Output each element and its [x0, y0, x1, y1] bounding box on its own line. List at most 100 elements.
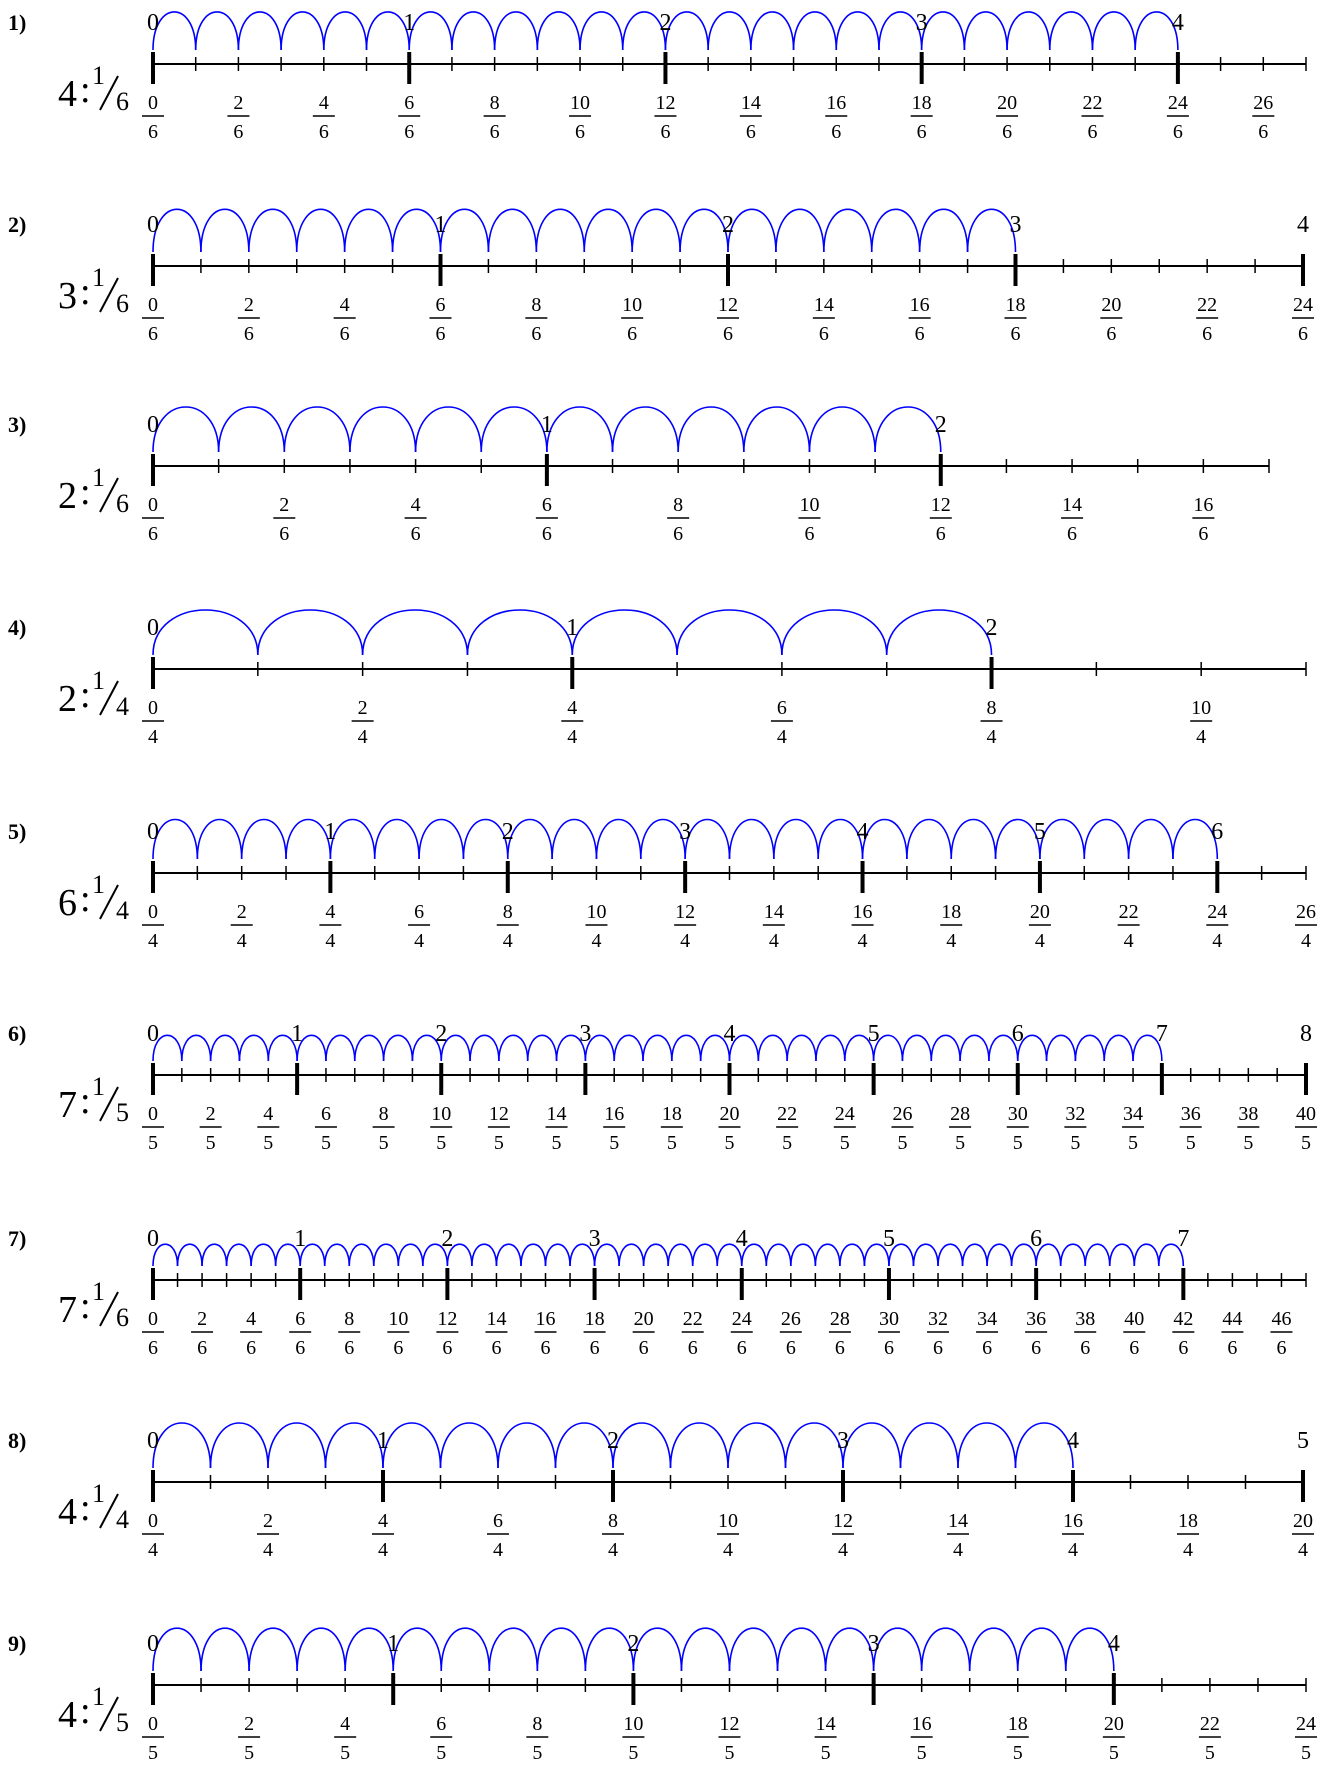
fraction-denominator: 5: [206, 1132, 216, 1154]
fraction-label: 104: [717, 1510, 739, 1561]
unit-fraction-numerator: 1: [92, 61, 105, 90]
fraction-numerator: 12: [675, 901, 695, 923]
fraction-label: 204: [1028, 901, 1051, 952]
jump-arc: [408, 11, 453, 51]
fraction-label: 126: [929, 494, 952, 545]
fraction-label: 266: [1252, 92, 1275, 143]
fraction-label: 86: [483, 92, 506, 143]
fraction-label: 286: [828, 1308, 851, 1359]
fraction-numerator: 0: [148, 92, 158, 114]
fraction-numerator: 26: [892, 1103, 912, 1125]
whole-number-label: 1: [403, 10, 415, 36]
fraction-denominator: 6: [1002, 121, 1012, 143]
fraction-numerator: 12: [833, 1510, 853, 1532]
jump-arc: [283, 406, 351, 453]
fraction-label: 65: [314, 1103, 337, 1154]
fraction-denominator: 6: [835, 1337, 845, 1359]
whole-number-label: 2: [722, 212, 734, 238]
fraction-label: 224: [1117, 901, 1140, 952]
fraction-label: 104: [1190, 697, 1213, 748]
problem-2: 2)3:160 1 2 3 406264666861061261461661862062…: [8, 208, 1314, 345]
jump-arc: [176, 1243, 203, 1267]
jump-arc: [632, 1627, 683, 1672]
fraction-numerator: 6: [493, 1510, 503, 1532]
jump-arc: [324, 1422, 384, 1469]
jump-arc: [397, 1243, 424, 1267]
fraction-denominator: 4: [1196, 726, 1206, 748]
fraction-denominator: 6: [148, 121, 158, 143]
fraction-label: 25: [238, 1713, 261, 1764]
fraction-label: 106: [621, 294, 644, 345]
fraction-label: 85: [526, 1713, 549, 1764]
jump-arc: [878, 11, 923, 51]
fraction-numerator: 42: [1173, 1308, 1193, 1330]
fraction-numerator: 12: [720, 1713, 740, 1735]
fraction-label: 306: [877, 1308, 900, 1359]
fraction-denominator: 6: [319, 121, 329, 143]
jump-arc: [200, 1627, 250, 1672]
dividend-label: 4: [58, 1694, 77, 1736]
fraction-label: 64: [487, 1510, 509, 1561]
fraction-label: 145: [545, 1103, 568, 1154]
fraction-denominator: 6: [541, 1337, 551, 1359]
fraction-label: 25: [199, 1103, 222, 1154]
jump-arc: [267, 1422, 327, 1469]
fraction-denominator: 6: [244, 323, 254, 345]
fraction-label: 146: [739, 92, 762, 143]
fraction-numerator: 4: [378, 1510, 388, 1532]
fraction-numerator: 22: [1119, 901, 1139, 923]
whole-number-label: 5: [1297, 1428, 1309, 1454]
jump-arc: [240, 818, 287, 860]
fraction-numerator: 4: [319, 92, 329, 114]
jump-arc: [640, 818, 686, 860]
whole-number-label: 3: [837, 1428, 849, 1454]
fraction-label: 366: [1025, 1308, 1048, 1359]
whole-number-label: 1: [387, 1631, 399, 1657]
jump-arc: [1048, 11, 1094, 51]
jump-arc: [237, 11, 282, 51]
fraction-label: 106: [798, 494, 821, 545]
fraction-numerator: 2: [197, 1308, 207, 1330]
fraction-denominator: 6: [804, 523, 814, 545]
fraction-denominator: 5: [552, 1132, 562, 1154]
fraction-label: 166: [1192, 494, 1215, 545]
fraction-label: 66: [429, 294, 452, 345]
fraction-denominator: 6: [1227, 1337, 1237, 1359]
whole-number-label: 0: [147, 615, 159, 641]
fraction-denominator: 6: [1173, 121, 1183, 143]
unit-fraction-numerator: 1: [92, 666, 105, 695]
fraction-label: 26: [191, 1308, 214, 1359]
jump-arc: [707, 11, 752, 51]
whole-number-label: 1: [435, 212, 447, 238]
fraction-numerator: 14: [948, 1510, 968, 1532]
jump-arc: [642, 1243, 669, 1267]
fraction-label: 46: [240, 1308, 263, 1359]
dividend-label: 4: [58, 1491, 77, 1533]
fraction-numerator: 0: [148, 901, 158, 923]
fraction-label: 125: [718, 1713, 741, 1764]
fraction-numerator: 4: [325, 901, 335, 923]
jump-arc: [194, 11, 240, 51]
fraction-label: 206: [1100, 294, 1123, 345]
fraction-label: 105: [622, 1713, 645, 1764]
fraction-denominator: 5: [1301, 1742, 1311, 1764]
jump-arc: [618, 1243, 645, 1267]
fraction-label: 84: [602, 1510, 624, 1561]
fraction-denominator: 4: [148, 726, 158, 748]
fraction-denominator: 5: [379, 1132, 389, 1154]
jump-arc: [679, 208, 729, 253]
jump-arc: [669, 1422, 729, 1469]
whole-number-label: 6: [1030, 1226, 1042, 1252]
fraction-label: 46: [312, 92, 335, 143]
fraction-numerator: 10: [388, 1308, 408, 1330]
fraction-denominator: 4: [723, 1539, 733, 1561]
jump-arc: [918, 208, 969, 253]
fraction-label: 05: [142, 1713, 164, 1764]
jump-arc: [440, 1627, 491, 1672]
fraction-numerator: 4: [340, 294, 350, 316]
fraction-denominator: 4: [148, 930, 158, 952]
problem-number: 8): [8, 1428, 26, 1453]
colon-label: :: [80, 1487, 91, 1529]
problem-6: 6)7:150 1 2 3 4 5 6 7 80525456585105125145165185…: [8, 1021, 1317, 1154]
fraction-denominator: 5: [494, 1132, 504, 1154]
